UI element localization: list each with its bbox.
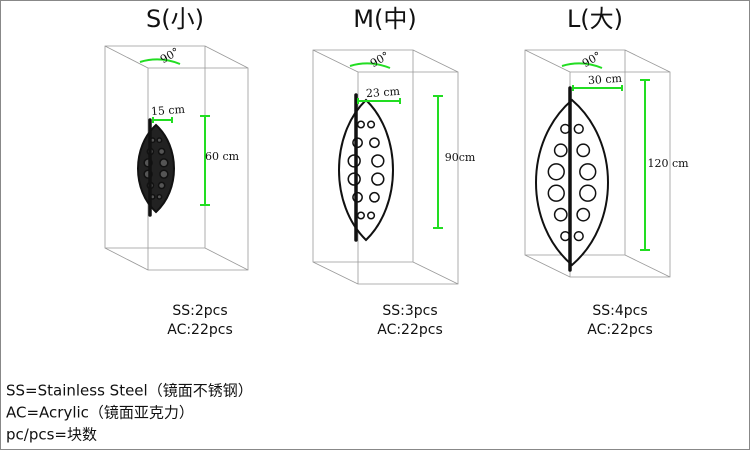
angle-arc — [349, 62, 391, 69]
ornament — [535, 98, 609, 267]
ss-count: SS:4pcs — [592, 303, 647, 319]
ornament-scroll — [576, 143, 591, 158]
ornament-scroll — [553, 207, 568, 222]
width-label: 15 cm — [151, 103, 186, 118]
size-label: S(小) — [146, 5, 204, 33]
width-dimension — [357, 98, 401, 104]
ornament-scroll — [157, 147, 166, 156]
ornament-scroll — [547, 163, 565, 181]
box-outline — [312, 49, 459, 285]
ac-count: AC:22pcs — [167, 322, 233, 338]
ornament-scroll — [371, 154, 385, 168]
ornament-scroll — [347, 154, 361, 168]
ornament-scroll — [159, 158, 169, 168]
width-dimension — [152, 117, 173, 123]
size-label: L(大) — [567, 5, 623, 33]
legend-line: AC=Acrylic（镜面亚克力） — [6, 404, 194, 422]
ornament-scroll — [553, 143, 568, 158]
height-label: 60 cm — [205, 150, 240, 163]
box-outline — [524, 49, 671, 278]
width-dimension — [572, 85, 623, 91]
ornament-scroll — [367, 120, 376, 129]
ornament-scroll — [157, 181, 166, 190]
ornament — [137, 123, 175, 214]
ornament-scroll — [579, 163, 597, 181]
ornament-scroll — [156, 137, 163, 144]
ornament-scroll — [371, 172, 385, 186]
angle-arc — [561, 62, 603, 69]
ss-count: SS:3pcs — [382, 303, 437, 319]
ornament-scroll — [369, 191, 380, 203]
ornament-scroll — [369, 137, 380, 149]
ornament-scroll — [573, 123, 584, 135]
height-dimension — [433, 95, 443, 229]
height-label: 90cm — [445, 151, 476, 164]
ornament-scroll — [547, 184, 565, 202]
ornament-scroll — [159, 169, 169, 179]
ornament-scroll — [576, 207, 591, 222]
ac-count: AC:22pcs — [377, 322, 443, 338]
ornament-scroll — [347, 172, 361, 186]
ornament-scroll — [573, 230, 584, 242]
legend-line: SS=Stainless Steel（镜面不锈钢） — [6, 382, 253, 400]
ss-count: SS:2pcs — [172, 303, 227, 319]
box-outline — [104, 45, 249, 271]
height-dimension — [200, 115, 210, 206]
angle-arc — [139, 58, 181, 65]
ac-count: AC:22pcs — [587, 322, 653, 338]
size-label: M(中) — [353, 5, 416, 33]
width-label: 30 cm — [588, 72, 623, 87]
ornament-scroll — [367, 211, 376, 220]
ornament-scroll — [579, 184, 597, 202]
height-dimension — [640, 79, 650, 251]
height-label: 120 cm — [647, 157, 689, 170]
ornament-scroll — [156, 193, 163, 200]
legend-line: pc/pcs=块数 — [6, 426, 97, 444]
width-label: 23 cm — [366, 85, 401, 100]
ornament — [338, 98, 394, 242]
